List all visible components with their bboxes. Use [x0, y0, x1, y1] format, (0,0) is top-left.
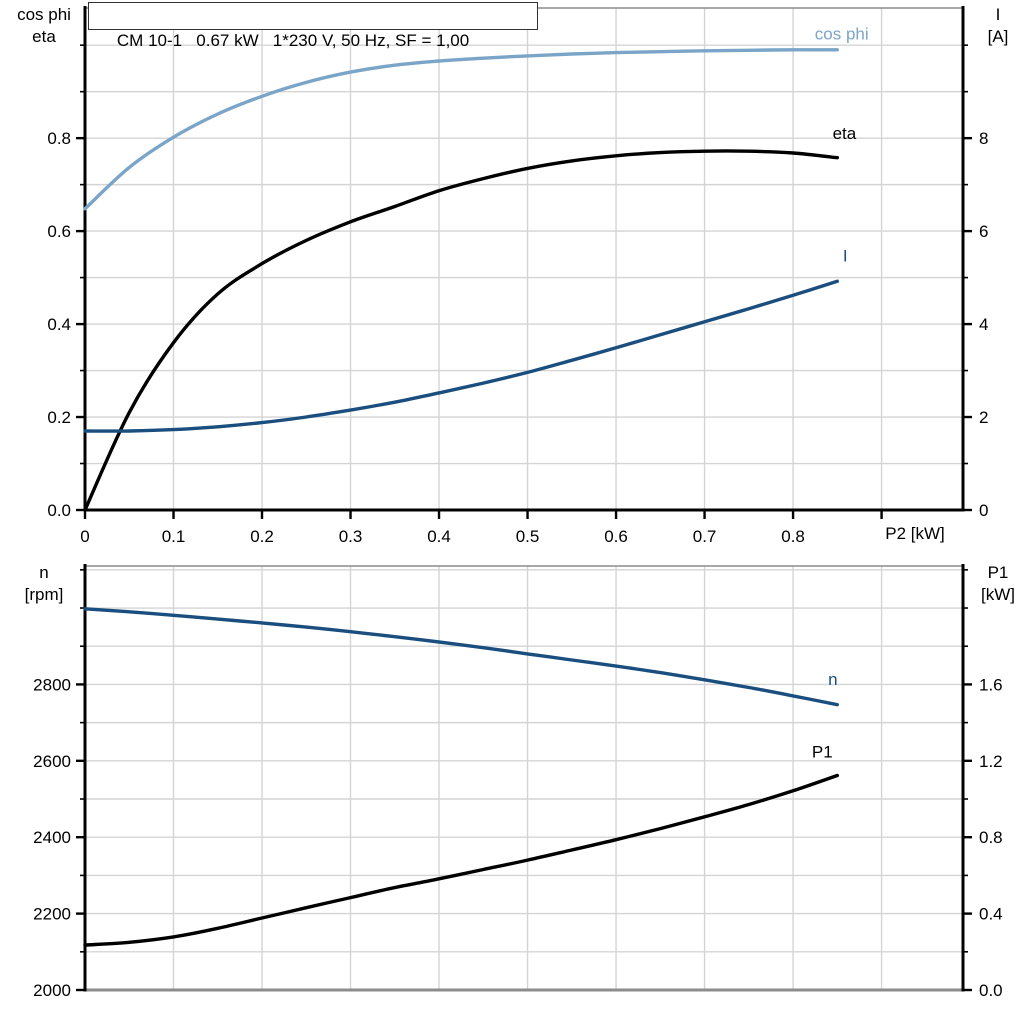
- x-tick-label: 0.8: [781, 527, 805, 546]
- axis-label-eta: eta: [32, 27, 56, 46]
- series-label-n: n: [828, 670, 837, 689]
- left-tick-label: 2600: [33, 752, 71, 771]
- axis-label-speed-unit: [rpm]: [24, 585, 64, 604]
- chart-title: CM 10-1 0.67 kW 1*230 V, 50 Hz, SF = 1,0…: [116, 31, 470, 50]
- left-tick-label: 2800: [33, 675, 71, 694]
- right-tick-label: 0.4: [979, 905, 1003, 924]
- right-tick-label: 0.8: [979, 828, 1003, 847]
- curve-n: [83, 607, 839, 707]
- right-tick-label: 2: [979, 408, 988, 427]
- axis-label-p1-unit: [kW]: [981, 585, 1015, 604]
- x-tick-label: 0.1: [162, 527, 186, 546]
- top-left-axis-label: cos phi eta: [6, 4, 82, 48]
- right-tick-label: 1.2: [979, 752, 1003, 771]
- x-tick-label: 0.6: [604, 527, 628, 546]
- curve-I: [83, 279, 839, 433]
- right-tick-label: 4: [979, 315, 988, 334]
- left-tick-label: 0.2: [47, 408, 71, 427]
- top-right-axis-label: I [A]: [968, 4, 1024, 48]
- chart-title-box: CM 10-1 0.67 kW 1*230 V, 50 Hz, SF = 1,0…: [88, 2, 538, 50]
- left-tick-label: 0.8: [47, 129, 71, 148]
- series-label-eta: eta: [833, 124, 857, 143]
- left-tick-label: 0.6: [47, 222, 71, 241]
- curve-eta: [83, 149, 839, 512]
- series-label-cos-phi: cos phi: [815, 25, 869, 44]
- curve-cos-phi: [83, 48, 839, 211]
- right-tick-label: 0.0: [979, 981, 1003, 1000]
- axis-label-current: I: [995, 5, 1001, 24]
- left-tick-label: 2400: [33, 828, 71, 847]
- left-tick-label: 0.0: [47, 501, 71, 520]
- left-tick-label: 2000: [33, 981, 71, 1000]
- right-tick-label: 1.6: [979, 675, 1003, 694]
- bottom-left-axis-label: n [rpm]: [6, 562, 82, 606]
- right-tick-label: 6: [979, 222, 988, 241]
- x-axis-label-p2: P2 [kW]: [885, 524, 945, 543]
- left-tick-label: 2200: [33, 905, 71, 924]
- x-tick-label: 0.5: [516, 527, 540, 546]
- chart-motor-top: 0.0 0.2 0.4 0.6 0.8 0 2 4 6 8 0 0.1 0.2 0.3 0.4 0.5 0.6 0…: [47, 6, 988, 546]
- x-tick-label: 0.2: [250, 527, 274, 546]
- x-tick-label: 0.4: [427, 527, 451, 546]
- right-tick-label: 8: [979, 129, 988, 148]
- axis-label-p1: P1: [987, 563, 1009, 582]
- curve-P1: [83, 773, 839, 947]
- right-tick-label: 0: [979, 501, 988, 520]
- axis-label-cos-phi: cos phi: [17, 5, 71, 24]
- series-label-I: I: [843, 246, 848, 265]
- left-tick-label: 0.4: [47, 315, 71, 334]
- x-tick-label: 0.7: [693, 527, 717, 546]
- bottom-right-axis-label: P1 [kW]: [968, 562, 1024, 606]
- x-tick-label: 0.3: [339, 527, 363, 546]
- series-label-P1: P1: [812, 742, 833, 761]
- x-tick-label: 0: [80, 527, 89, 546]
- chart-motor-bottom: 2000 2200 2400 2600 2800 0.0 0.4 0.8 1.2 1.6 n P1: [33, 564, 1003, 1000]
- axis-label-speed: n: [39, 563, 49, 582]
- axis-label-current-unit: [A]: [987, 27, 1009, 46]
